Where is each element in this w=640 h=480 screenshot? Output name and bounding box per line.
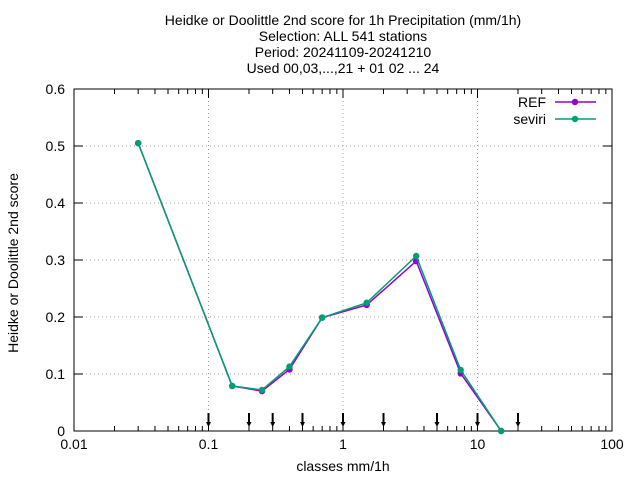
series-point bbox=[363, 299, 370, 306]
series-point bbox=[497, 427, 505, 435]
class-limit-arrowhead bbox=[475, 422, 480, 427]
legend-label: seviri bbox=[513, 111, 546, 127]
legend-label: REF bbox=[518, 94, 546, 110]
series-point bbox=[286, 363, 293, 370]
y-tick-label: 0.3 bbox=[46, 252, 66, 268]
title-line: Heidke or Doolittle 2nd score for 1h Pre… bbox=[165, 12, 521, 28]
x-tick-label: 100 bbox=[600, 436, 624, 452]
x-tick-label: 10 bbox=[470, 436, 486, 452]
grid-lines bbox=[74, 89, 612, 431]
series-point bbox=[228, 382, 236, 390]
class-limit-arrowhead bbox=[434, 422, 440, 427]
legend-swatch-point bbox=[571, 98, 579, 106]
y-tick-label: 0.2 bbox=[46, 309, 66, 325]
y-tick-label: 0.6 bbox=[46, 81, 66, 97]
series-line bbox=[137, 142, 502, 432]
x-axis-label: classes mm/1h bbox=[296, 458, 389, 474]
series-point bbox=[134, 139, 142, 147]
y-tick-label: 0 bbox=[57, 423, 65, 439]
class-limit-arrowhead bbox=[380, 422, 386, 427]
x-tick-label: 0.01 bbox=[60, 436, 87, 452]
series-layer bbox=[134, 139, 505, 435]
y-tick-label: 0.1 bbox=[46, 366, 66, 382]
series-point bbox=[318, 314, 326, 321]
class-limit-arrowhead bbox=[340, 422, 346, 427]
y-axis-label: Heidke or Doolittle 2nd score bbox=[5, 173, 21, 353]
title-line: Selection: ALL 541 stations bbox=[259, 28, 427, 44]
y-tick-label: 0.4 bbox=[46, 195, 66, 211]
x-tick-label: 0.1 bbox=[199, 436, 219, 452]
x-tick-label: 1 bbox=[339, 436, 347, 452]
class-limit-markers bbox=[206, 413, 521, 427]
title-line: Period: 20241109-20241210 bbox=[255, 44, 432, 60]
axis-ticks: 0.01 0.1 1 10 100 0 0.1 0.2 0.3 0.4 0.5 0.6 bbox=[46, 81, 624, 452]
class-limit-arrowhead bbox=[206, 422, 211, 427]
class-limit-arrowhead bbox=[515, 422, 521, 427]
class-limit-arrowhead bbox=[270, 422, 276, 427]
series-line bbox=[137, 142, 502, 432]
class-limit-arrowhead bbox=[300, 422, 306, 427]
series-point bbox=[457, 366, 464, 374]
series-point bbox=[412, 252, 420, 260]
chart-title: Heidke or Doolittle 2nd score for 1h Pre… bbox=[165, 12, 521, 76]
series-point bbox=[258, 386, 266, 394]
legend-swatch-point bbox=[571, 115, 579, 123]
title-line: Used 00,03,...,21 + 01 02 ... 24 bbox=[247, 60, 440, 76]
y-tick-label: 0.5 bbox=[46, 138, 66, 154]
class-limit-arrowhead bbox=[246, 422, 252, 427]
